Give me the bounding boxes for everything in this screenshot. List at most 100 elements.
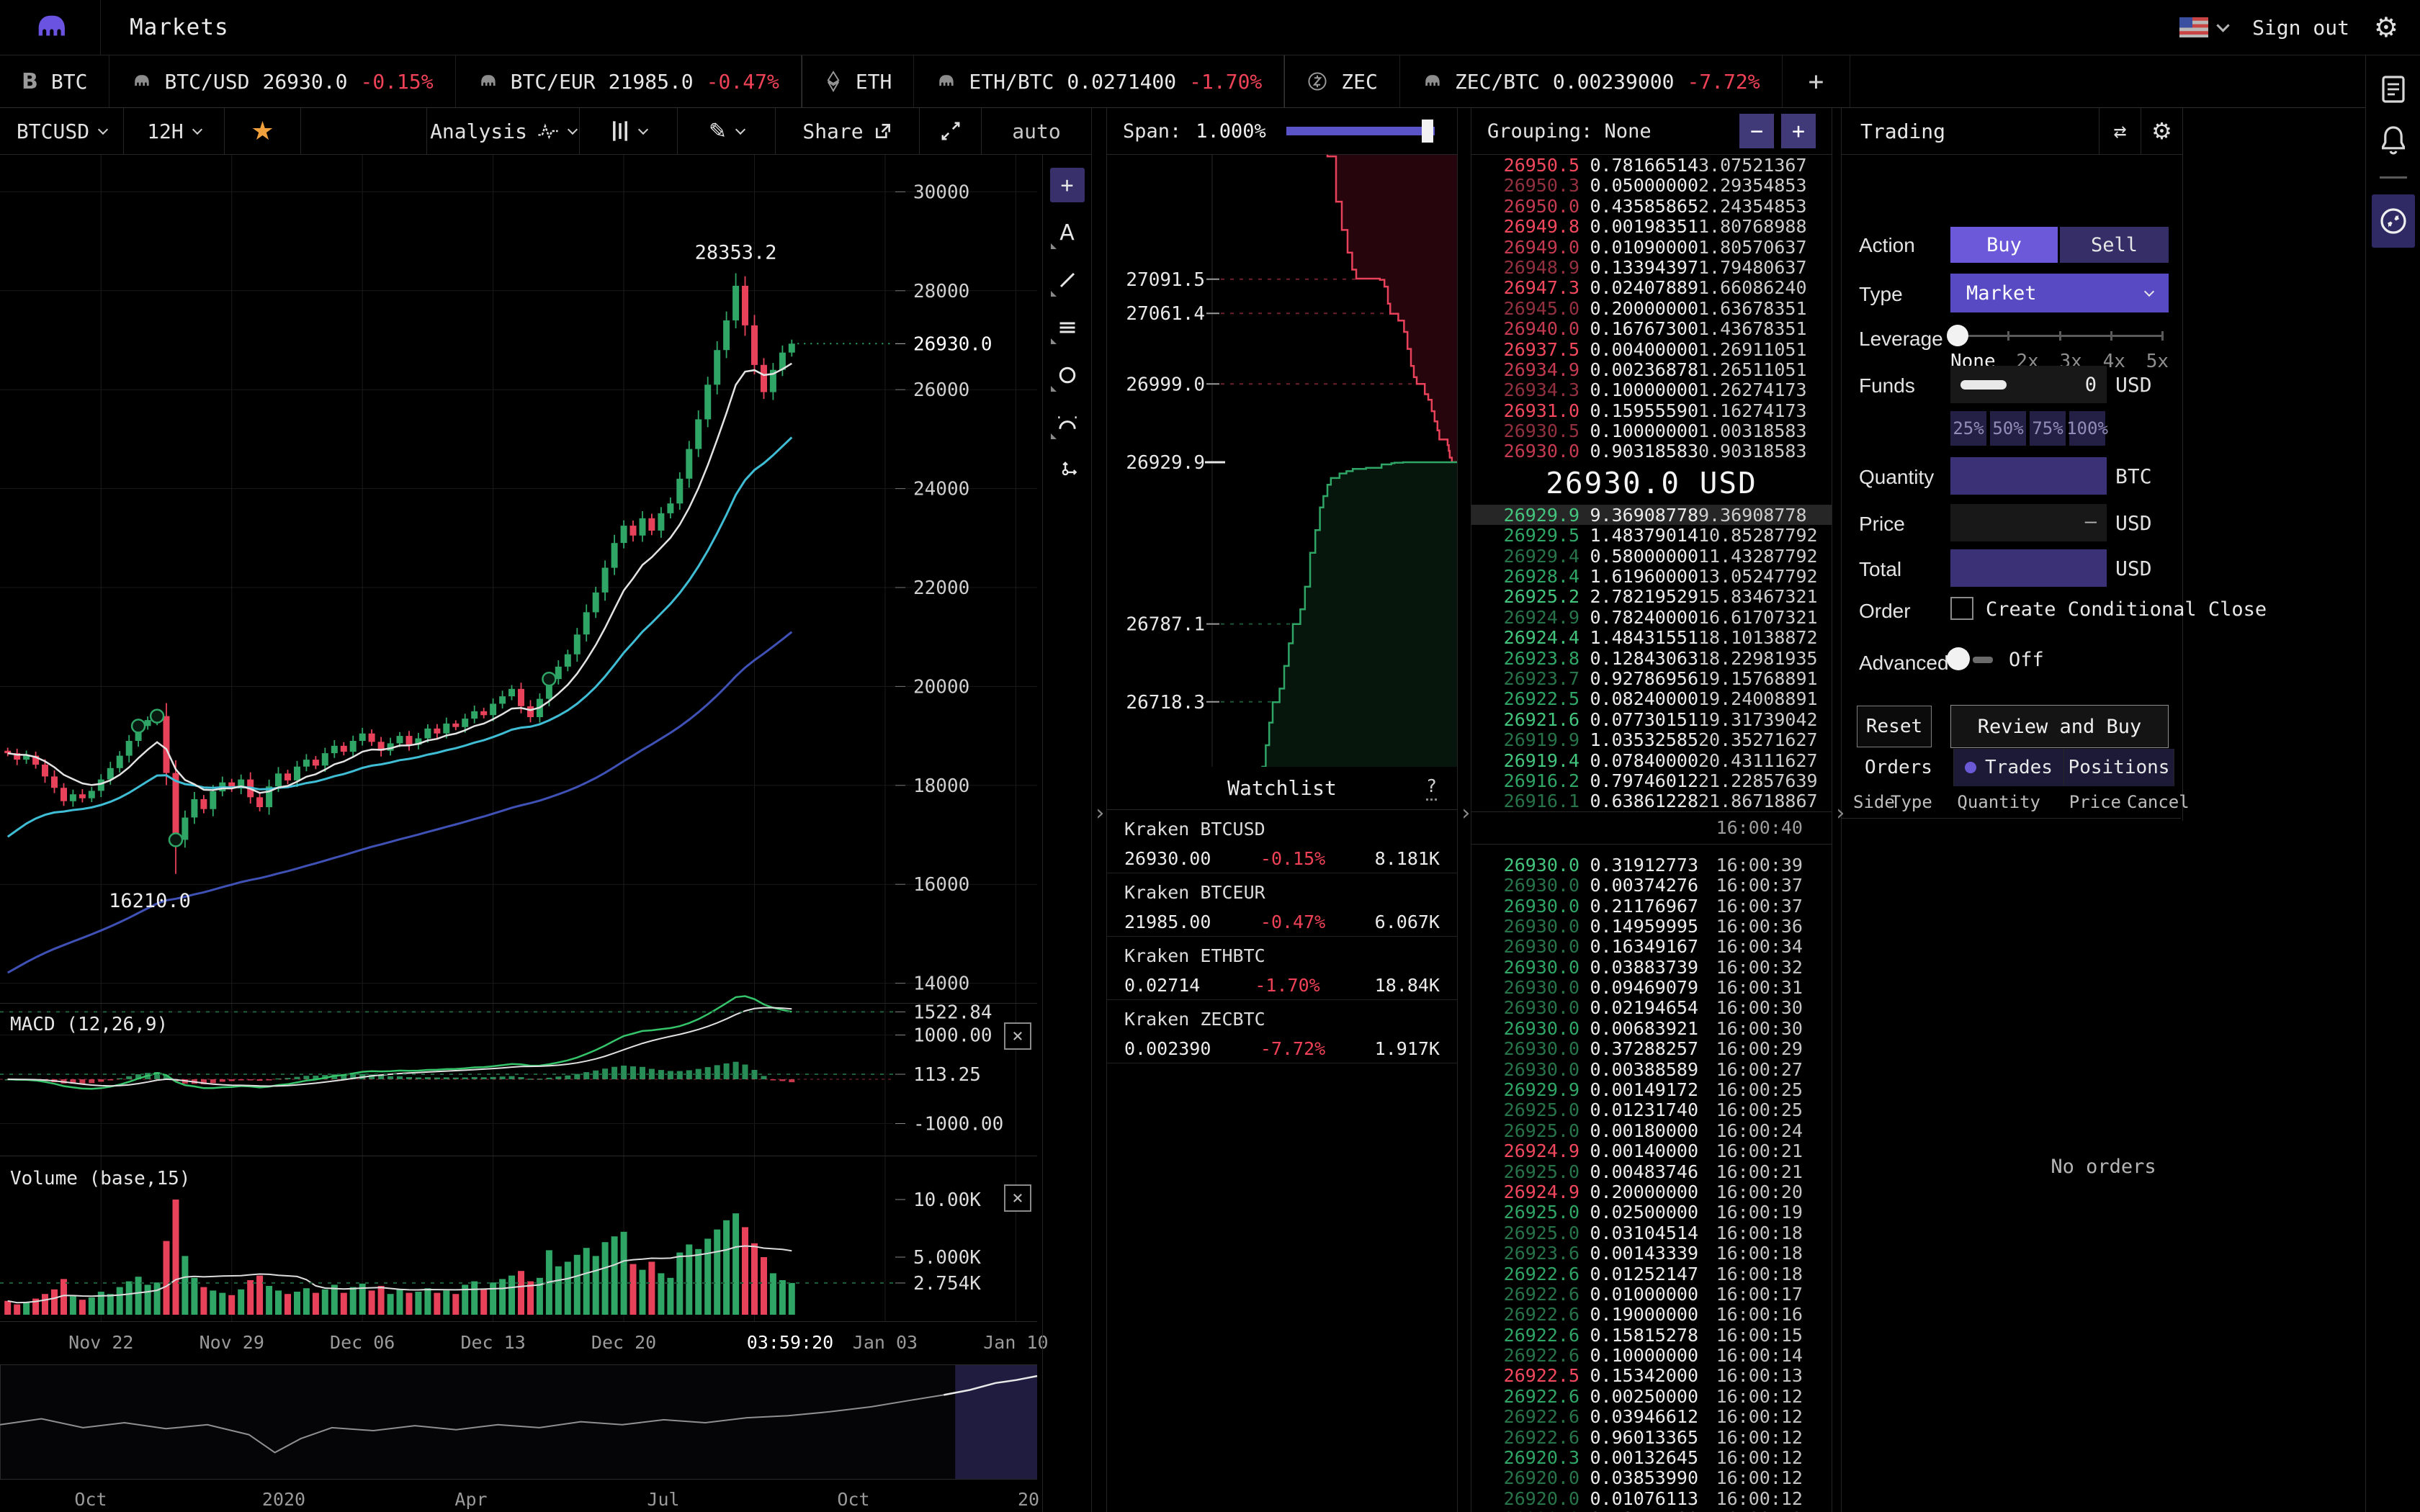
bid-row[interactable]: 26919.9 1.03532585 20.35271627 <box>1503 729 1818 751</box>
span-slider-handle[interactable] <box>1421 120 1433 143</box>
panel-resize-handle[interactable]: › <box>1457 108 1472 1512</box>
markets-compass-active[interactable] <box>2371 194 2415 248</box>
tab-trades[interactable]: Trades <box>1954 749 2064 786</box>
move-tool[interactable] <box>1050 453 1085 487</box>
draw-menu[interactable]: ✎ <box>678 108 776 154</box>
interval-select[interactable]: 12H <box>124 108 225 154</box>
bid-row[interactable]: 26916.2 0.79746012 21.22857639 <box>1503 770 1818 791</box>
analysis-menu[interactable]: Analysis <box>427 108 580 154</box>
ask-row[interactable]: 26937.5 0.00400000 1.26911051 <box>1503 338 1807 360</box>
ticker-asset[interactable]: ETH <box>801 55 915 107</box>
total-input[interactable] <box>1950 549 2107 587</box>
settings-gear-icon[interactable]: ⚙ <box>2373 12 2398 43</box>
chart-style-menu[interactable] <box>580 108 678 154</box>
leverage-option[interactable]: 5x <box>2146 351 2169 372</box>
ask-row[interactable]: 26948.9 0.13394397 1.79480637 <box>1503 256 1807 278</box>
panel-resize-handle[interactable]: › <box>1091 108 1107 1512</box>
ellipse-tool[interactable] <box>1050 358 1085 392</box>
bid-row[interactable]: 26929.4 0.58000000 11.43287792 <box>1503 545 1818 567</box>
ticker-asset[interactable]: B BTC <box>0 55 110 107</box>
advanced-toggle[interactable] <box>1947 647 1970 670</box>
ask-row[interactable]: 26949.8 0.00198351 1.80768988 <box>1503 216 1807 238</box>
ask-row[interactable]: 26934.3 0.10000000 1.26274173 <box>1503 379 1807 401</box>
macd-close-button[interactable]: × <box>1004 1022 1031 1050</box>
bid-row[interactable]: 26929.5 1.48379014 10.85287792 <box>1503 525 1818 546</box>
volume-close-button[interactable]: × <box>1004 1184 1031 1212</box>
ask-row[interactable]: 26945.0 0.20000000 1.63678351 <box>1503 297 1807 319</box>
percent-button[interactable]: 50% <box>1990 411 2026 446</box>
ticker-pair[interactable]: ETH/BTC 0.0271400 -1.70% <box>914 55 1285 107</box>
bid-row[interactable]: 26925.2 2.78219529 15.83467321 <box>1503 586 1818 608</box>
arc-tool[interactable] <box>1050 405 1085 440</box>
span-slider[interactable] <box>1286 120 1435 143</box>
bid-row[interactable]: 26929.9 9.36908778 9.36908778 <box>1471 504 1832 526</box>
help-icon[interactable]: ? <box>1425 775 1437 801</box>
favorite-star-button[interactable]: ★ <box>225 108 301 154</box>
language-flag-icon[interactable] <box>2179 17 2230 37</box>
quantity-input[interactable] <box>1950 457 2107 495</box>
bid-row[interactable]: 26923.7 0.92786956 19.15768891 <box>1503 667 1818 689</box>
line-tool[interactable] <box>1050 263 1085 297</box>
ask-row[interactable]: 26950.0 0.43585865 2.24354853 <box>1503 195 1807 217</box>
ticker-pair[interactable]: ZEC/BTC 0.00239000 -7.72% <box>1400 55 1783 107</box>
ask-row[interactable]: 26950.5 0.78166514 3.07521367 <box>1503 155 1807 176</box>
ticker-asset[interactable]: ZEC <box>1284 55 1400 107</box>
ask-row[interactable]: 26931.0 0.15955590 1.16274173 <box>1503 400 1807 421</box>
percent-button[interactable]: 25% <box>1950 411 1986 446</box>
bid-row[interactable]: 26922.5 0.08240000 19.24008891 <box>1503 688 1818 710</box>
price-input[interactable]: – <box>1950 504 2107 541</box>
text-tool[interactable]: A <box>1050 215 1085 250</box>
order-type-select[interactable]: Market <box>1950 274 2169 312</box>
refresh-swap-icon[interactable]: ⇄ <box>2099 108 2141 154</box>
percent-button[interactable]: 75% <box>2030 411 2066 446</box>
bid-row[interactable]: 26916.1 0.63861228 21.86718867 <box>1503 791 1818 812</box>
ask-row[interactable]: 26949.0 0.01090000 1.80570637 <box>1503 236 1807 258</box>
bid-row[interactable]: 26923.8 0.12843063 18.22981935 <box>1503 647 1818 669</box>
news-feed-icon[interactable] <box>2366 74 2420 104</box>
ticker-pair[interactable]: BTC/USD 26930.0 -0.15% <box>109 55 456 107</box>
ask-row[interactable]: 26930.5 0.10000000 1.00318583 <box>1503 420 1807 442</box>
kraken-logo[interactable] <box>0 0 101 55</box>
ask-row[interactable]: 26934.9 0.00236878 1.26511051 <box>1503 359 1807 380</box>
share-button[interactable]: Share <box>776 108 920 154</box>
price-chart[interactable]: 30000 28000 26000 24000 22000 20000 18000 16000… <box>0 155 1091 1512</box>
review-and-buy-button[interactable]: Review and Buy <box>1950 705 2169 748</box>
depth-chart[interactable]: 27091.5 27061.4 26999.0 26929.9 26787.1 26718… <box>1107 155 1458 768</box>
tab-positions[interactable]: Positions <box>2064 749 2174 786</box>
funds-slider-pill[interactable] <box>1960 380 2007 390</box>
ask-row[interactable]: 26950.3 0.05000000 2.29354853 <box>1503 175 1807 197</box>
watchlist-item[interactable]: Kraken ETHBTC 0.02714 -1.70% 18.84K <box>1107 937 1457 1000</box>
add-market-button[interactable]: + <box>1783 55 1851 107</box>
sign-out-button[interactable]: Sign out <box>2252 15 2349 40</box>
bid-row[interactable]: 26928.4 1.61960000 13.05247792 <box>1503 566 1818 588</box>
watchlist-item[interactable]: Kraken BTCUSD 26930.00 -0.15% 8.181K <box>1107 810 1457 873</box>
parallel-lines-tool[interactable] <box>1050 310 1085 345</box>
ask-row[interactable]: 26930.0 0.90318583 0.90318583 <box>1503 441 1807 462</box>
auto-scale-toggle[interactable]: auto <box>1012 119 1061 143</box>
bid-row[interactable]: 26921.6 0.07730151 19.31739042 <box>1503 708 1818 730</box>
grouping-decrease-button[interactable]: − <box>1739 114 1774 148</box>
bid-row[interactable]: 26924.4 1.48431551 18.10138872 <box>1503 627 1818 649</box>
trading-settings-gear-icon[interactable]: ⚙ <box>2141 108 2182 154</box>
percent-button[interactable]: 100% <box>2066 411 2108 446</box>
grouping-increase-button[interactable]: + <box>1781 114 1816 148</box>
leverage-slider-handle[interactable] <box>1947 325 1968 346</box>
sell-button[interactable]: Sell <box>2060 227 2169 263</box>
tab-orders[interactable]: Orders <box>1844 749 1954 786</box>
collapse-button[interactable] <box>920 108 982 154</box>
buy-button[interactable]: Buy <box>1950 227 2058 263</box>
bid-row[interactable]: 26919.4 0.07840000 20.43111627 <box>1503 750 1818 771</box>
watchlist-item[interactable]: Kraken ZECBTC 0.002390 -7.72% 1.917K <box>1107 1000 1457 1063</box>
alerts-bell-icon[interactable] <box>2366 123 2420 156</box>
symbol-select[interactable]: BTCUSD <box>0 108 124 154</box>
ask-row[interactable]: 26940.0 0.16767300 1.43678351 <box>1503 318 1807 340</box>
leverage-slider[interactable] <box>1957 331 2164 341</box>
funds-input[interactable]: 0 <box>1950 366 2107 403</box>
reset-button[interactable]: Reset <box>1857 706 1932 747</box>
conditional-close-checkbox[interactable] <box>1950 597 1973 620</box>
ask-row[interactable]: 26947.3 0.02407889 1.66086240 <box>1503 277 1807 299</box>
watchlist-item[interactable]: Kraken BTCEUR 21985.00 -0.47% 6.067K <box>1107 873 1457 937</box>
panel-resize-handle[interactable]: › <box>1832 108 1847 1512</box>
ticker-pair[interactable]: BTC/EUR 21985.0 -0.47% <box>456 55 802 107</box>
bid-row[interactable]: 26924.9 0.78240000 16.61707321 <box>1503 606 1818 628</box>
